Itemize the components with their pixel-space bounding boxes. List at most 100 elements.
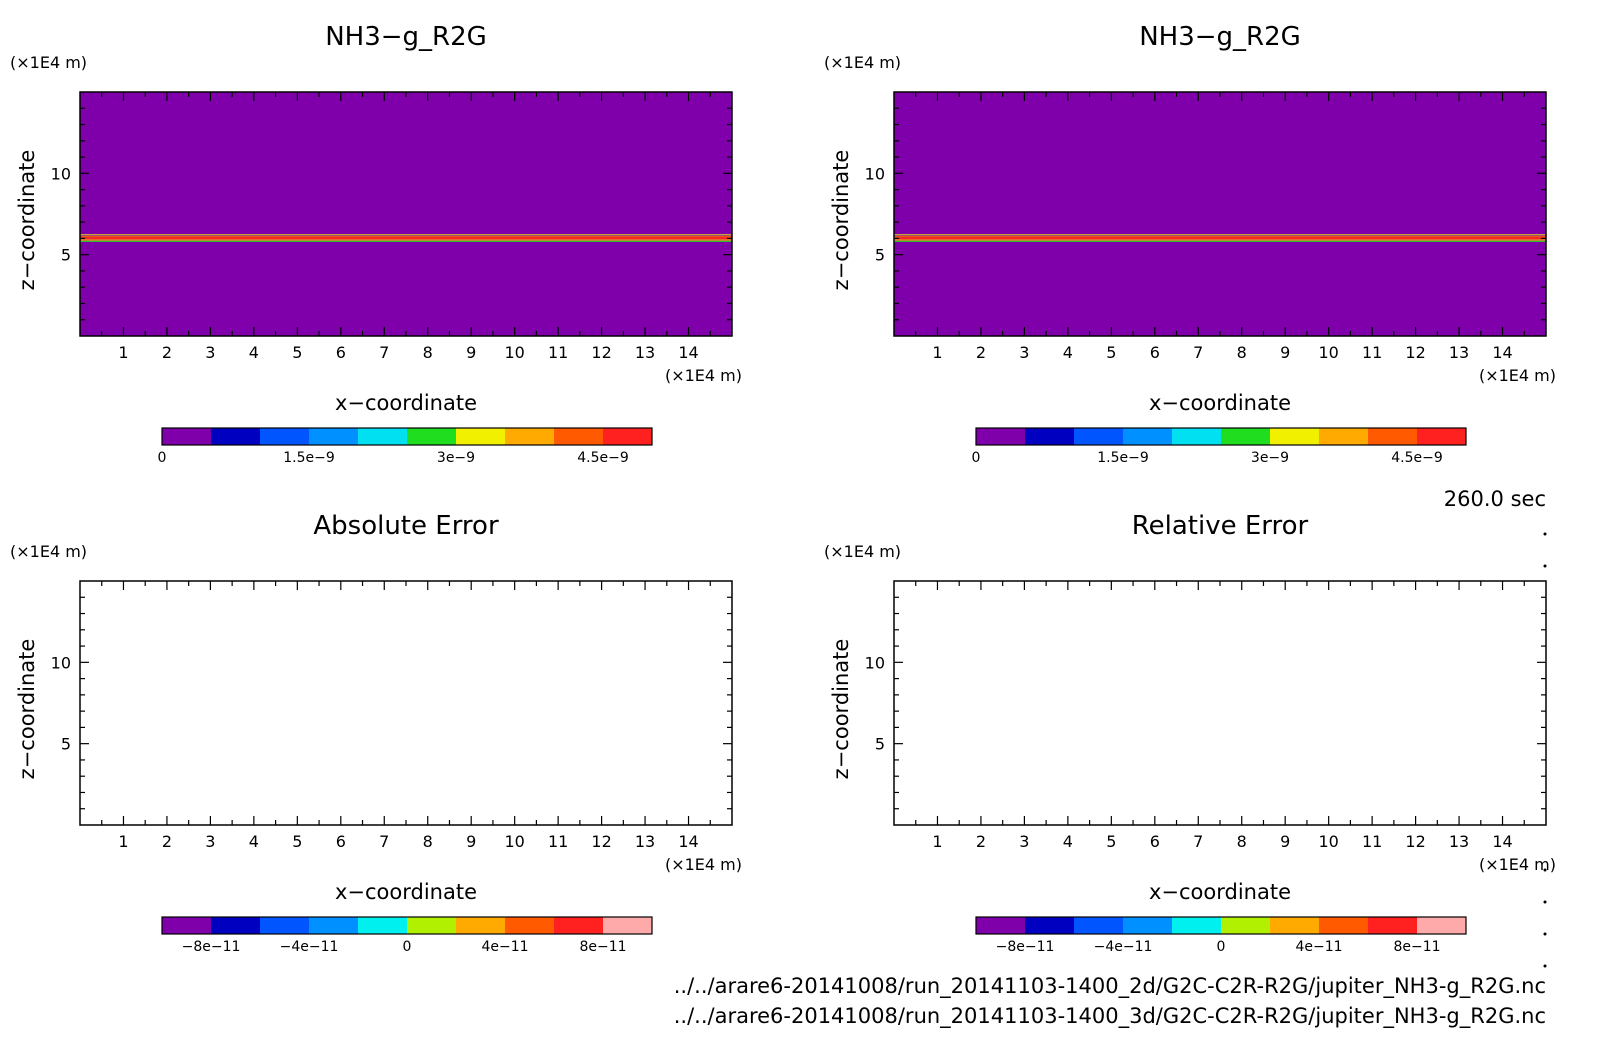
colorbar-swatch xyxy=(358,428,408,445)
colorbar-swatch xyxy=(1221,917,1271,934)
y-unit-label: (×1E4 m) xyxy=(10,53,87,72)
colorbar-tick-label: −4e−11 xyxy=(280,939,339,955)
chart-panel-2: NH3−g_R2G(×1E4 m)1 2 3 4 5 6 7 8 9 10 11 12 13 14510(… xyxy=(824,22,1556,466)
y-unit-label: (×1E4 m) xyxy=(10,542,87,561)
x-tick-label: 13 xyxy=(1449,343,1469,362)
x-tick-label: 12 xyxy=(1405,343,1425,362)
heatmap-layer-band xyxy=(80,239,732,241)
colorbar-tick-label: 4e−11 xyxy=(1295,939,1342,955)
x-tick-label: 7 xyxy=(1193,343,1203,362)
x-tick-label: 4 xyxy=(249,343,259,362)
x-tick-label: 3 xyxy=(1019,343,1029,362)
x-tick-label: 14 xyxy=(1492,832,1512,851)
x-tick-label: 10 xyxy=(504,343,524,362)
colorbar-swatch xyxy=(456,917,506,934)
x-tick-label: 5 xyxy=(1106,832,1116,851)
x-tick-label: 11 xyxy=(548,343,568,362)
x-unit-label: (×1E4 m) xyxy=(1479,366,1556,385)
colorbar-tick-label: 8e−11 xyxy=(1393,939,1440,955)
colorbar-swatch xyxy=(505,428,555,445)
x-tick-label: 6 xyxy=(1150,343,1160,362)
colorbar-tick-label: 1.5e−9 xyxy=(1097,450,1149,466)
colorbar-tick-label: 0 xyxy=(972,450,981,466)
colorbar-swatch xyxy=(1172,917,1222,934)
heatmap-layer-band xyxy=(80,236,732,238)
colorbar-swatch xyxy=(1319,428,1369,445)
colorbar-swatch xyxy=(554,428,604,445)
colorbar-tick-label: 4.5e−9 xyxy=(577,450,629,466)
x-tick-label: 13 xyxy=(635,343,655,362)
colorbar-swatch xyxy=(1270,428,1320,445)
marker-dot xyxy=(1543,900,1547,904)
file-path-label: ../../arare6-20141008/run_20141103-1400_… xyxy=(674,974,1546,999)
x-tick-label: 14 xyxy=(678,343,698,362)
x-tick-label: 2 xyxy=(976,832,986,851)
y-tick-label: 5 xyxy=(875,735,885,754)
x-tick-label: 6 xyxy=(336,832,346,851)
x-tick-label: 3 xyxy=(205,832,215,851)
x-unit-label: (×1E4 m) xyxy=(1479,855,1556,874)
x-tick-label: 10 xyxy=(1318,832,1338,851)
x-tick-label: 5 xyxy=(292,832,302,851)
marker-dot xyxy=(1543,564,1547,568)
x-tick-label: 14 xyxy=(678,832,698,851)
y-unit-label: (×1E4 m) xyxy=(824,53,901,72)
y-tick-label: 5 xyxy=(875,246,885,265)
x-tick-label: 3 xyxy=(1019,832,1029,851)
x-tick-label: 9 xyxy=(466,343,476,362)
time-label: 260.0 sec xyxy=(1444,487,1546,511)
colorbar-swatch xyxy=(1172,428,1222,445)
y-tick-label: 10 xyxy=(51,653,71,672)
x-tick-label: 1 xyxy=(932,832,942,851)
colorbar-swatch xyxy=(1074,428,1124,445)
x-tick-label: 5 xyxy=(292,343,302,362)
x-tick-label: 13 xyxy=(635,832,655,851)
x-tick-label: 10 xyxy=(504,832,524,851)
heatmap-layer-band xyxy=(80,237,732,240)
colorbar-swatch xyxy=(407,428,457,445)
heatmap-layer-band xyxy=(80,234,732,236)
colorbar-swatch xyxy=(1368,428,1418,445)
colorbar-swatch xyxy=(358,917,408,934)
x-tick-label: 4 xyxy=(1063,832,1073,851)
x-tick-label: 2 xyxy=(162,832,172,851)
colorbar-tick-label: −8e−11 xyxy=(996,939,1055,955)
x-tick-label: 9 xyxy=(1280,832,1290,851)
colorbar-swatch xyxy=(162,428,212,445)
colorbar-tick-label: 0 xyxy=(1217,939,1226,955)
colorbar-swatch xyxy=(260,917,310,934)
y-tick-label: 5 xyxy=(61,735,71,754)
chart-title: NH3−g_R2G xyxy=(325,22,487,52)
colorbar-swatch xyxy=(260,428,310,445)
colorbar-swatch xyxy=(603,428,653,445)
colorbar-frame xyxy=(161,427,653,446)
y-axis-label: z−coordinate xyxy=(15,150,39,291)
chart-title: Relative Error xyxy=(1132,511,1309,541)
colorbar-tick-label: 0 xyxy=(158,450,167,466)
x-tick-label: 1 xyxy=(932,343,942,362)
colorbar-swatch xyxy=(1319,917,1369,934)
x-tick-label: 10 xyxy=(1318,343,1338,362)
heatmap-layer-band xyxy=(894,240,1546,242)
plot-frame xyxy=(79,580,733,826)
colorbar-swatch xyxy=(603,917,653,934)
colorbar-swatch xyxy=(1074,917,1124,934)
colorbar-swatch xyxy=(1123,917,1173,934)
colorbar-swatch xyxy=(505,917,555,934)
x-tick-label: 8 xyxy=(423,343,433,362)
colorbar-swatch xyxy=(1417,428,1467,445)
chart-panel-1: NH3−g_R2G(×1E4 m)1 2 3 4 5 6 7 8 9 10 11 12 13 14510(… xyxy=(10,22,742,466)
x-tick-label: 5 xyxy=(1106,343,1116,362)
x-tick-label: 6 xyxy=(1150,832,1160,851)
y-axis-label: z−coordinate xyxy=(15,639,39,780)
y-tick-label: 10 xyxy=(865,653,885,672)
colorbar-frame xyxy=(975,427,1467,446)
colorbar-swatch xyxy=(211,428,261,445)
colorbar-tick-label: 1.5e−9 xyxy=(283,450,335,466)
chart-panel-4: Relative Error(×1E4 m)1 2 3 4 5 6 7 8 9 10 11 12 13 1… xyxy=(824,511,1556,955)
heatmap-layer-band xyxy=(80,240,732,242)
x-tick-label: 4 xyxy=(249,832,259,851)
heatmap-background xyxy=(894,92,1546,336)
colorbar-tick-label: −8e−11 xyxy=(182,939,241,955)
